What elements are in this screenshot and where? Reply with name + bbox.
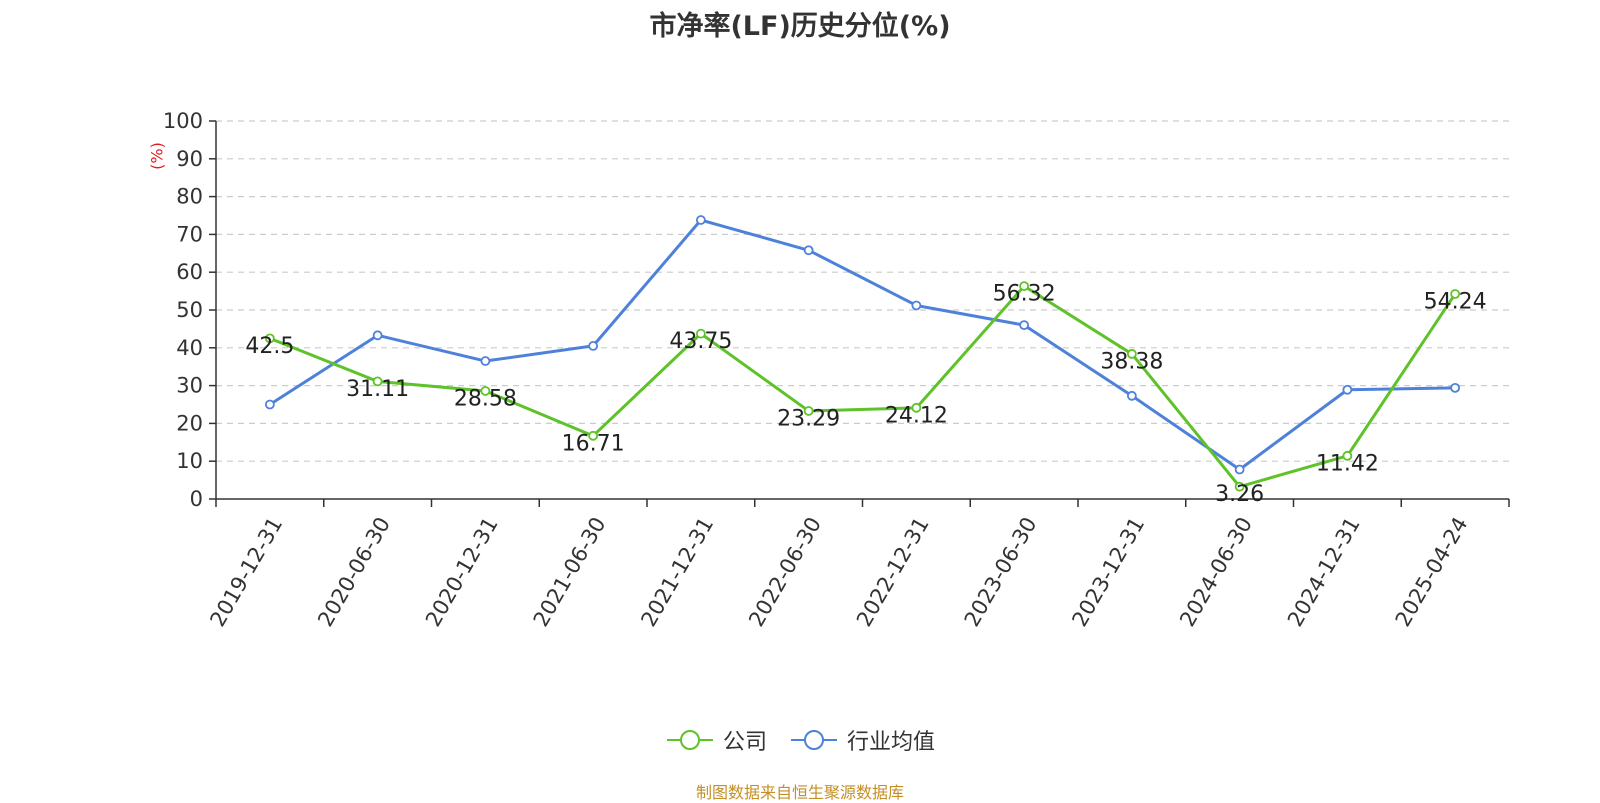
- series-line-1: [269, 218, 1456, 472]
- y-tick-label-60: 60: [176, 260, 203, 284]
- point-series0-2023-12-31: [1126, 349, 1137, 359]
- legend-label-company: 公司: [722, 730, 767, 755]
- point-series1-2023-06-30: [1019, 320, 1030, 331]
- data-label-2021-06-30: 16.71: [562, 431, 625, 456]
- point-series0-2024-12-31: [1342, 450, 1353, 461]
- point-series1-2024-06-30: [1234, 464, 1245, 475]
- point-series1-2020-12-31: [480, 356, 491, 366]
- legend-marker-company: [666, 730, 713, 750]
- point-series1-2021-12-31: [695, 215, 706, 225]
- y-tick-label-30: 30: [176, 374, 203, 398]
- point-series0-2020-12-31: [480, 386, 491, 396]
- data-label-2020-12-31: 28.58: [454, 386, 517, 411]
- legend-item-company[interactable]: 公司: [665, 724, 767, 756]
- point-series1-2019-12-31: [264, 399, 275, 410]
- point-series0-2024-06-30: [1234, 481, 1245, 492]
- x-tick-label-2021-12-31: 2021-12-31: [636, 513, 718, 631]
- data-label-2022-06-30: 23.29: [777, 406, 840, 431]
- point-series0-2022-12-31: [911, 402, 922, 413]
- point-series0-2021-06-30: [588, 430, 599, 441]
- x-tick-label-2022-06-30: 2022-06-30: [744, 513, 826, 631]
- point-series1-2022-06-30: [803, 245, 814, 256]
- source-note: 制图数据来自恒生聚源数据库: [695, 783, 904, 802]
- data-label-2023-06-30: 56.32: [993, 282, 1056, 307]
- data-label-2024-06-30: 3.26: [1215, 482, 1264, 507]
- y-tick-label-100: 100: [163, 109, 203, 133]
- series-lines: [264, 215, 1461, 492]
- y-tick-label-50: 50: [176, 298, 203, 322]
- y-tick-label-10: 10: [176, 449, 203, 473]
- x-tick-label-2024-12-31: 2024-12-31: [1283, 513, 1365, 631]
- y-tick-label-40: 40: [176, 336, 203, 360]
- point-series0-2022-06-30: [803, 406, 814, 416]
- point-series0-2019-12-31: [264, 333, 275, 344]
- point-series1-2020-06-30: [372, 330, 383, 341]
- point-series0-2021-12-31: [695, 328, 706, 339]
- x-tick-label-2025-04-24: 2025-04-24: [1391, 513, 1473, 631]
- y-tick-label-70: 70: [176, 222, 203, 246]
- y-tick-label-90: 90: [176, 147, 203, 171]
- data-label-2019-12-31: 42.5: [245, 334, 294, 359]
- chart-title: 市净率(LF)历史分位(%): [649, 11, 951, 42]
- point-series0-2023-06-30: [1019, 281, 1030, 292]
- y-axis-label: (%): [148, 142, 167, 170]
- point-series0-2020-06-30: [372, 376, 383, 387]
- data-label-2025-04-24: 54.24: [1424, 289, 1487, 314]
- point-series1-2022-12-31: [911, 300, 922, 311]
- data-label-2020-06-30: 31.11: [346, 377, 409, 402]
- x-tick-label-2019-12-31: 2019-12-31: [205, 513, 287, 631]
- point-series0-2025-04-24: [1450, 289, 1461, 299]
- x-tick-label-2022-12-31: 2022-12-31: [852, 513, 934, 631]
- x-tick-label-2023-12-31: 2023-12-31: [1067, 513, 1149, 631]
- point-series1-2021-06-30: [588, 341, 599, 351]
- point-series1-2024-12-31: [1342, 384, 1353, 395]
- y-tick-label-0: 0: [190, 487, 203, 511]
- data-label-2024-12-31: 11.42: [1316, 451, 1379, 476]
- point-series1-2023-12-31: [1126, 390, 1137, 401]
- data-labels: 42.5 31.11 28.58 16.71 43.75 23.29 24.12 56.32 3…: [245, 282, 1486, 508]
- legend-item-industry[interactable]: 行业均值: [789, 724, 935, 756]
- x-tick-label-2023-06-30: 2023-06-30: [960, 513, 1042, 631]
- x-tick-label-2024-06-30: 2024-06-30: [1175, 513, 1257, 631]
- data-label-2023-12-31: 38.38: [1100, 349, 1163, 374]
- x-tick-label-2020-12-31: 2020-12-31: [421, 513, 503, 631]
- x-tick-label-2021-06-30: 2021-06-30: [529, 513, 611, 631]
- y-tick-label-80: 80: [176, 185, 203, 209]
- legend: 公司 行业均值: [0, 720, 1600, 760]
- data-label-2022-12-31: 24.12: [885, 403, 948, 428]
- legend-marker-industry: [791, 730, 837, 750]
- data-label-2021-12-31: 43.75: [669, 329, 732, 354]
- y-tick-label-20: 20: [176, 411, 203, 435]
- point-series1-2025-04-24: [1450, 382, 1461, 393]
- legend-label-industry: 行业均值: [847, 730, 936, 755]
- x-tick-label-2020-06-30: 2020-06-30: [313, 513, 395, 631]
- series-line-0: [269, 284, 1457, 489]
